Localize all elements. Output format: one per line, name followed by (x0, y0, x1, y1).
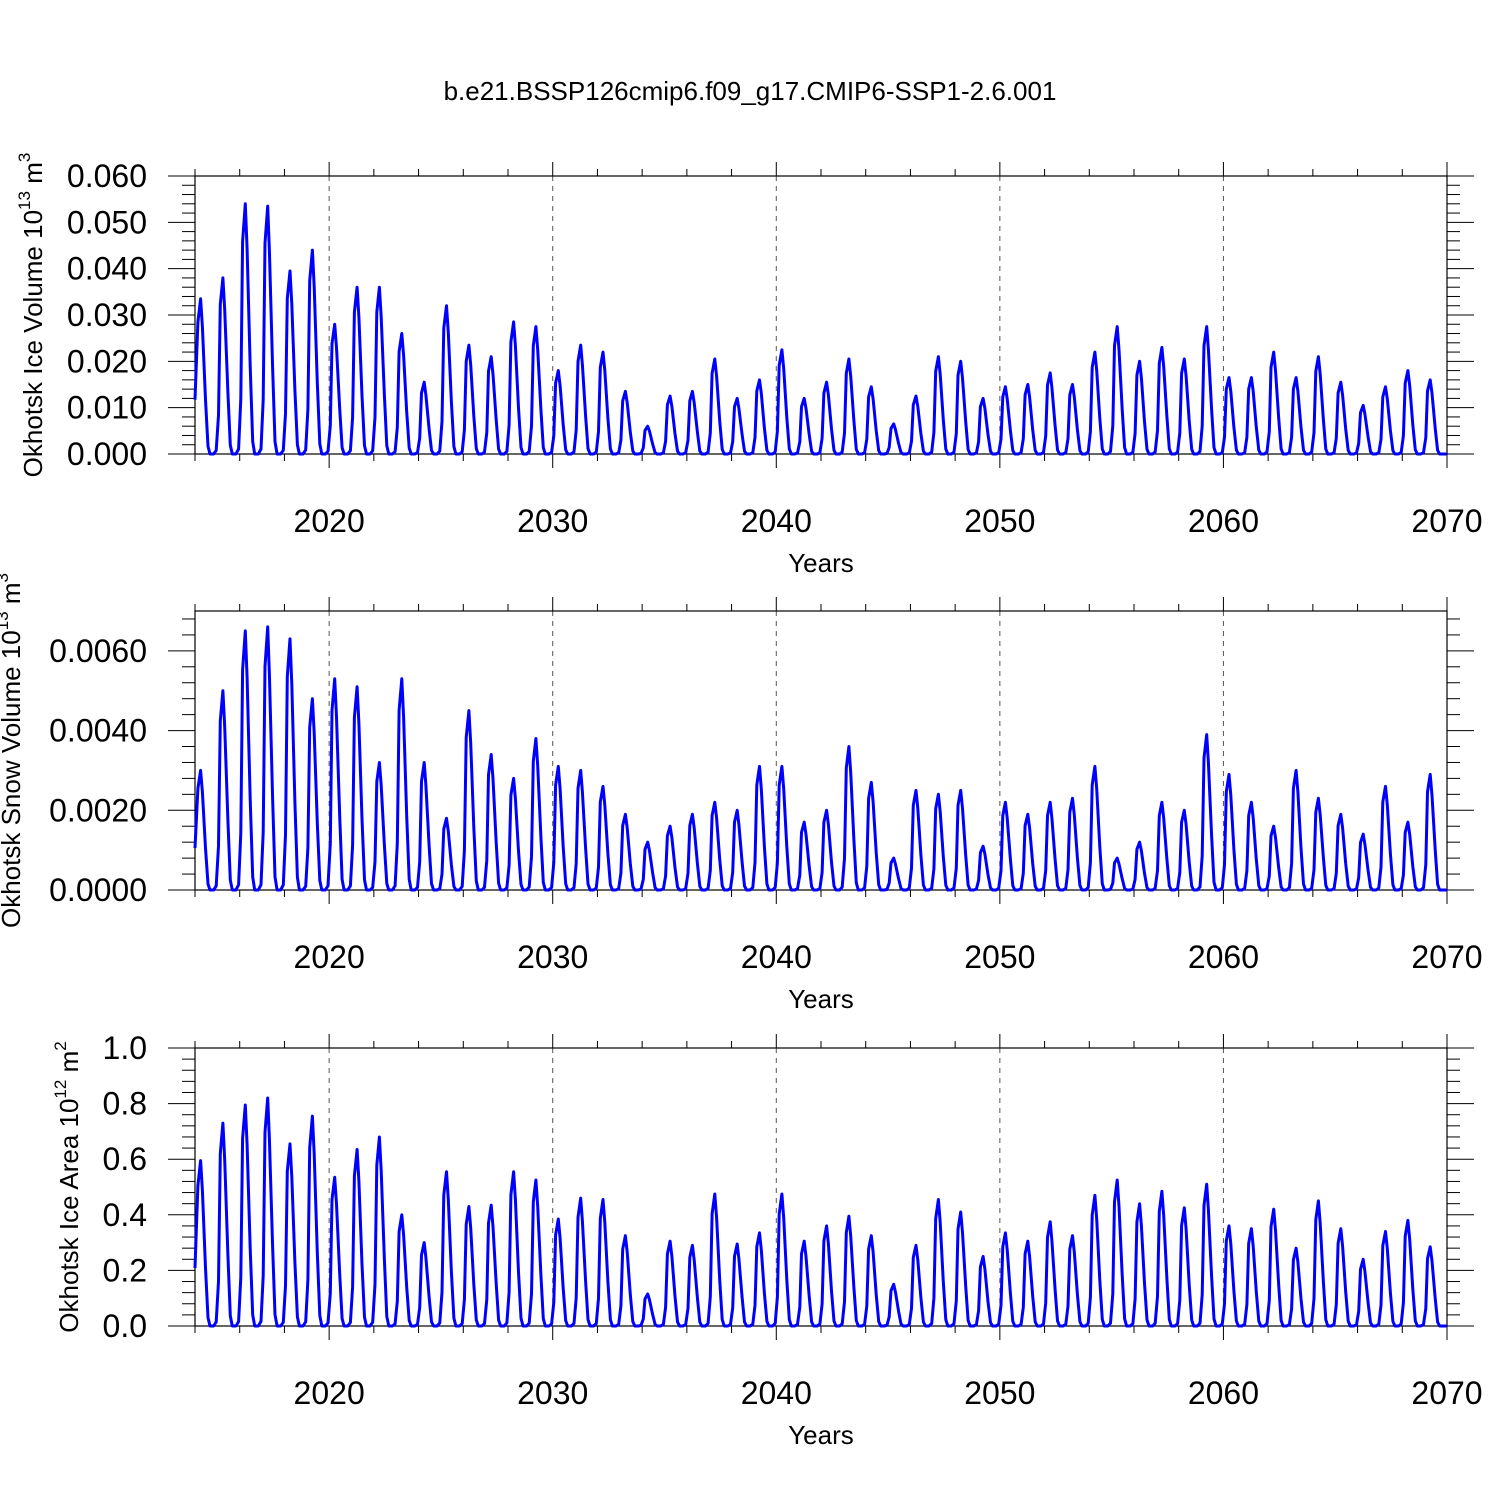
x-tick-label: 2070 (1411, 503, 1482, 539)
y-axis-label: Okhotsk Ice Volume 1013 m3 (15, 153, 48, 478)
x-tick-label: 2030 (517, 503, 588, 539)
panel-1: 0.000 0.010 0.020 0.030 0.040 0.050 0.060 2020 2… (15, 153, 1483, 578)
y-tick-label: 0.4 (103, 1197, 147, 1233)
x-tick-label: 2030 (517, 939, 588, 975)
y-tick-label: 0.0 (103, 1308, 147, 1344)
y-axis-label: Okhotsk Ice Area 1012 m2 (51, 1041, 84, 1332)
y-tick-label: 0.8 (103, 1086, 147, 1122)
panel-3: 0.0 0.2 0.4 0.6 0.8 1.0 2020 2030 2040 2050 2060 20… (51, 1030, 1483, 1450)
y-tick-label: 0.020 (67, 343, 147, 379)
y-tick-label: 0.0040 (49, 713, 147, 749)
y-tick-label: 0.030 (67, 297, 147, 333)
panel-2: 0.0000 0.0020 0.0040 0.0060 2020 2030 2040 2050… (0, 573, 1483, 1014)
chart-title: b.e21.BSSP126cmip6.f09_g17.CMIP6-SSP1-2.… (444, 76, 1057, 106)
y-tick-label: 0.0060 (49, 633, 147, 669)
plot-frame (194, 610, 1448, 891)
series-line (193, 202, 1447, 456)
x-tick-label: 2060 (1188, 503, 1259, 539)
y-tick-label: 1.0 (103, 1030, 147, 1066)
x-tick-label: 2040 (741, 503, 812, 539)
y-tick-label: 0.010 (67, 390, 147, 426)
series-line (193, 1096, 1447, 1328)
x-tick-label: 2050 (964, 503, 1035, 539)
x-tick-label: 2060 (1188, 1375, 1259, 1411)
x-tick-label: 2040 (741, 939, 812, 975)
x-axis-label: Years (788, 984, 854, 1014)
x-tick-label: 2040 (741, 1375, 812, 1411)
plot-frame (194, 175, 1448, 455)
x-tick-label: 2030 (517, 1375, 588, 1411)
x-tick-label: 2060 (1188, 939, 1259, 975)
x-tick-label: 2050 (964, 939, 1035, 975)
y-tick-label: 0.040 (67, 251, 147, 287)
y-tick-label: 0.000 (67, 436, 147, 472)
x-axis-label: Years (788, 1420, 854, 1450)
x-tick-label: 2070 (1411, 939, 1482, 975)
x-axis-label: Years (788, 548, 854, 578)
y-tick-label: 0.060 (67, 158, 147, 194)
x-tick-label: 2070 (1411, 1375, 1482, 1411)
x-tick-label: 2020 (294, 1375, 365, 1411)
y-tick-label: 0.6 (103, 1141, 147, 1177)
y-tick-label: 0.050 (67, 204, 147, 240)
x-tick-label: 2050 (964, 1375, 1035, 1411)
plot-frame (194, 1047, 1448, 1327)
y-tick-label: 0.0000 (49, 872, 147, 908)
y-axis-label: Okhotsk Snow Volume 1013 m3 (0, 573, 26, 928)
y-tick-label: 0.2 (103, 1252, 147, 1288)
x-tick-label: 2020 (294, 939, 365, 975)
y-tick-label: 0.0020 (49, 792, 147, 828)
x-tick-label: 2020 (294, 503, 365, 539)
series-line (193, 625, 1447, 892)
